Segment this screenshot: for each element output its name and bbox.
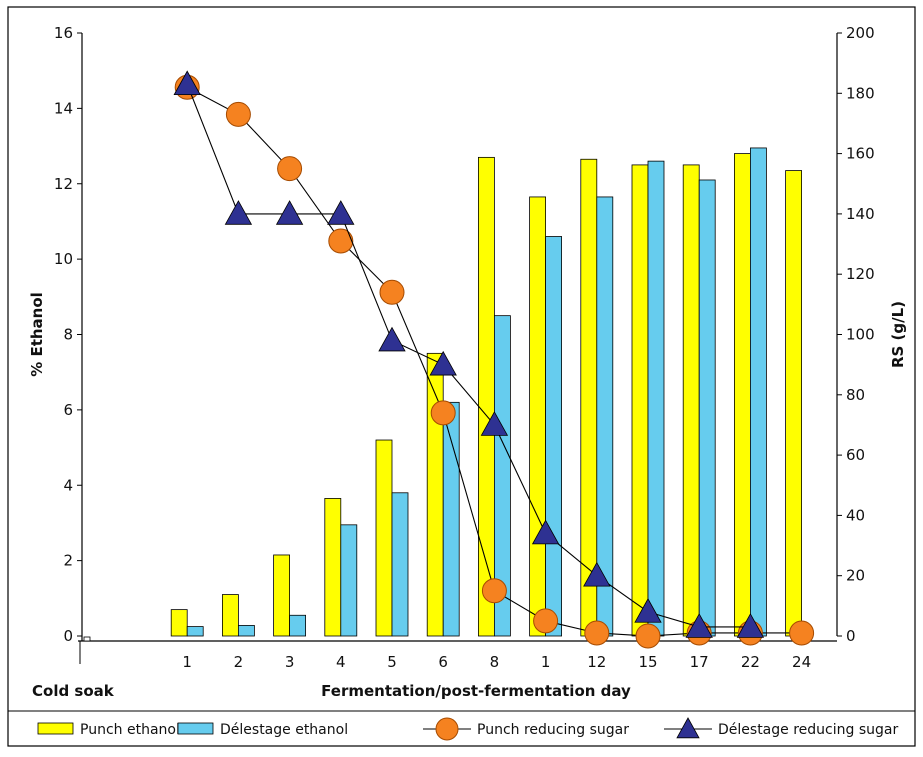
punch-sugar-point <box>430 400 456 426</box>
delestage-sugar-point <box>224 200 253 225</box>
delestage-sugar-point <box>275 200 304 225</box>
delestage-ethanol-bar <box>545 236 562 637</box>
punch-sugar-point <box>789 620 815 646</box>
left-axis-title: % Ethanol <box>28 292 46 377</box>
left-tick-label: 16 <box>54 24 73 42</box>
left-tick-label: 0 <box>63 627 73 645</box>
punch-ethanol-bar <box>529 196 546 637</box>
punch-ethanol-bar <box>682 164 700 637</box>
right-tick-label: 0 <box>846 627 856 645</box>
legend-label: Délestage ethanol <box>220 722 348 738</box>
delestage-sugar-point <box>583 561 611 587</box>
x-axis-title: Fermentation/post-fermentation day <box>321 682 631 700</box>
delestage-ethanol-bar <box>289 614 307 637</box>
delestage-ethanol-bar <box>391 492 409 637</box>
x-tick-label: 3 <box>285 653 295 671</box>
right-axis-title: RS (g/L) <box>889 301 907 368</box>
left-tick-label: 6 <box>63 401 73 419</box>
delestage-ethanol-bar <box>442 401 460 637</box>
left-tick-label: 14 <box>54 99 73 117</box>
left-tick-label: 10 <box>54 250 73 268</box>
x-tick-label: 5 <box>387 653 397 671</box>
punch-ethanol-bar <box>324 498 342 637</box>
delestage-ethanol-bar <box>647 160 665 637</box>
left-tick-label: 8 <box>63 326 73 344</box>
delestage-sugar-point <box>327 200 355 225</box>
legend-label: Punch ethanol <box>80 722 180 738</box>
x-tick-label: 1 <box>182 653 192 671</box>
punch-ethanol-bar <box>273 554 291 637</box>
punch-ethanol-bar <box>785 170 802 637</box>
delestage-sugar-point <box>736 613 765 638</box>
punch-sugar-point <box>379 279 405 305</box>
punch-sugar-point <box>328 228 354 254</box>
right-tick-label: 80 <box>846 386 865 404</box>
punch-sugar-point <box>584 620 610 646</box>
punch-sugar-point <box>225 101 251 127</box>
legend-label: Délestage reducing sugar <box>718 722 898 738</box>
delestage-sugar-point <box>685 613 713 638</box>
delestage-sugar-point <box>531 519 560 545</box>
x-tick-label: 17 <box>690 653 709 671</box>
punch-ethanol-bar <box>170 609 188 637</box>
punch-ethanol-bar <box>631 164 649 637</box>
x-tick-label: 12 <box>587 653 606 671</box>
chart-frame <box>7 6 916 747</box>
x-tick-label: 4 <box>336 653 346 671</box>
delestage-ethanol-bar <box>493 315 511 637</box>
punch-sugar-point <box>635 623 661 649</box>
legend-label: Punch reducing sugar <box>477 722 629 738</box>
right-tick-label: 20 <box>846 567 865 585</box>
right-tick-label: 160 <box>846 145 875 163</box>
delestage-ethanol-bar <box>340 524 358 637</box>
punch-ethanol-bar <box>734 153 751 637</box>
delestage-ethanol-bar <box>750 147 767 637</box>
x-tick-label: 6 <box>438 653 448 671</box>
left-tick-label: 2 <box>63 552 73 570</box>
x-tick-label: 2 <box>234 653 244 671</box>
right-tick-label: 60 <box>846 446 865 464</box>
x-tick-label: 24 <box>792 653 811 671</box>
right-tick-label: 40 <box>846 506 865 524</box>
legend-marker <box>676 717 700 739</box>
right-tick-label: 100 <box>846 326 875 344</box>
left-tick-label: 12 <box>54 175 73 193</box>
right-tick-label: 180 <box>846 84 875 102</box>
punch-sugar-point <box>481 578 507 604</box>
x-tick-label: 22 <box>741 653 760 671</box>
cold-soak-bar <box>83 636 91 642</box>
legend-swatch <box>177 722 214 735</box>
punch-ethanol-bar <box>221 594 239 637</box>
legend-marker <box>435 717 459 741</box>
x-tick-label: 8 <box>490 653 500 671</box>
right-tick-label: 140 <box>846 205 875 223</box>
delestage-sugar-point <box>480 411 509 436</box>
x-tick-label: 1 <box>541 653 551 671</box>
x-tick-label: 15 <box>638 653 657 671</box>
punch-ethanol-bar <box>375 439 393 637</box>
left-tick-label: 4 <box>63 476 73 494</box>
punch-sugar-point <box>277 156 303 182</box>
delestage-ethanol-bar <box>698 179 716 637</box>
delestage-ethanol-bar <box>186 626 204 637</box>
right-tick-label: 200 <box>846 24 875 42</box>
right-tick-label: 120 <box>846 265 875 283</box>
punch-sugar-point <box>533 608 559 634</box>
delestage-sugar-point <box>378 326 406 352</box>
delestage-sugar-point <box>429 350 457 376</box>
delestage-ethanol-bar <box>237 625 255 637</box>
delestage-sugar-point <box>634 598 662 623</box>
punch-ethanol-bar <box>426 352 444 637</box>
cold-soak-label: Cold soak <box>32 682 115 700</box>
legend-swatch <box>37 722 74 735</box>
delestage-sugar-point <box>173 70 201 96</box>
